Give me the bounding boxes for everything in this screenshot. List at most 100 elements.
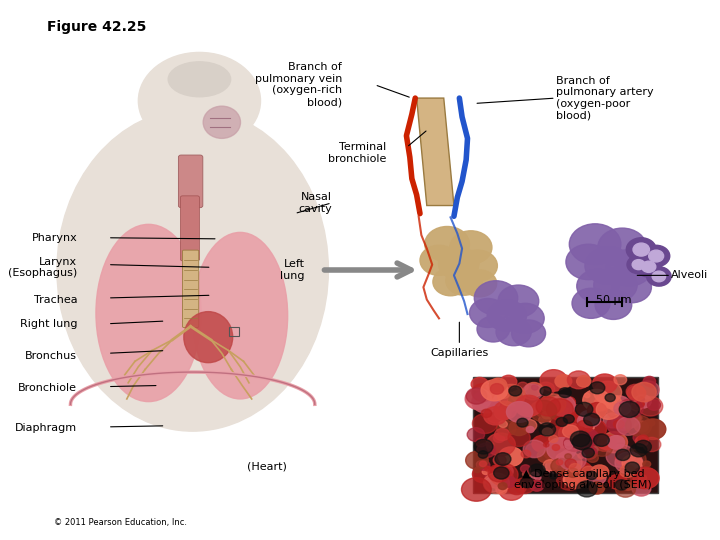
- Circle shape: [540, 394, 566, 414]
- Circle shape: [582, 420, 606, 439]
- Circle shape: [494, 467, 509, 479]
- Circle shape: [498, 389, 510, 399]
- Circle shape: [509, 406, 516, 410]
- Circle shape: [633, 468, 660, 489]
- Circle shape: [615, 452, 632, 465]
- Circle shape: [477, 316, 510, 342]
- Circle shape: [590, 482, 605, 494]
- Circle shape: [618, 399, 643, 418]
- Circle shape: [486, 433, 516, 456]
- Circle shape: [564, 435, 585, 451]
- Circle shape: [469, 299, 506, 327]
- Circle shape: [472, 465, 495, 483]
- Circle shape: [463, 270, 497, 297]
- Circle shape: [634, 421, 648, 432]
- Circle shape: [557, 413, 584, 434]
- Circle shape: [474, 468, 480, 472]
- Circle shape: [438, 247, 479, 280]
- Circle shape: [602, 402, 610, 409]
- Circle shape: [546, 399, 573, 420]
- Circle shape: [564, 454, 572, 459]
- Text: Diaphragm: Diaphragm: [15, 423, 77, 434]
- Text: Bronchiole: Bronchiole: [18, 383, 77, 393]
- Circle shape: [640, 419, 666, 440]
- Circle shape: [490, 383, 503, 394]
- Circle shape: [559, 388, 571, 397]
- Circle shape: [496, 485, 507, 494]
- Circle shape: [588, 471, 606, 485]
- Circle shape: [549, 406, 577, 429]
- Circle shape: [594, 397, 611, 411]
- Circle shape: [584, 413, 600, 426]
- Circle shape: [635, 440, 652, 453]
- Circle shape: [607, 415, 631, 435]
- Circle shape: [634, 395, 652, 408]
- Circle shape: [498, 384, 526, 406]
- Circle shape: [495, 453, 511, 465]
- Circle shape: [499, 447, 523, 467]
- Circle shape: [539, 415, 551, 424]
- Circle shape: [465, 388, 492, 409]
- Circle shape: [565, 443, 572, 449]
- Circle shape: [487, 410, 505, 423]
- Circle shape: [517, 422, 525, 428]
- Circle shape: [614, 402, 631, 415]
- Circle shape: [615, 452, 643, 474]
- Circle shape: [619, 453, 628, 460]
- Circle shape: [643, 437, 661, 451]
- Circle shape: [643, 245, 670, 267]
- Circle shape: [466, 388, 493, 410]
- Circle shape: [477, 461, 485, 468]
- Circle shape: [598, 228, 647, 267]
- Circle shape: [566, 471, 587, 488]
- Circle shape: [577, 420, 593, 433]
- Circle shape: [474, 439, 493, 454]
- Circle shape: [564, 441, 571, 446]
- Circle shape: [596, 400, 621, 420]
- Circle shape: [575, 442, 581, 448]
- Circle shape: [485, 467, 513, 489]
- Circle shape: [569, 404, 590, 422]
- Circle shape: [585, 448, 593, 454]
- Circle shape: [601, 432, 628, 453]
- Circle shape: [613, 420, 624, 428]
- Circle shape: [614, 375, 626, 384]
- Circle shape: [556, 400, 577, 416]
- Circle shape: [478, 451, 487, 458]
- Circle shape: [521, 477, 534, 488]
- Circle shape: [477, 460, 490, 470]
- Circle shape: [511, 390, 525, 402]
- Circle shape: [546, 458, 564, 474]
- Circle shape: [554, 456, 567, 467]
- Circle shape: [557, 470, 582, 490]
- Circle shape: [612, 411, 636, 430]
- Circle shape: [613, 443, 626, 453]
- Circle shape: [559, 423, 585, 444]
- Circle shape: [544, 443, 549, 447]
- Circle shape: [595, 291, 631, 320]
- Circle shape: [496, 318, 531, 346]
- Circle shape: [544, 396, 553, 404]
- Circle shape: [509, 420, 529, 436]
- Circle shape: [585, 413, 598, 424]
- Circle shape: [636, 401, 644, 407]
- Circle shape: [619, 401, 639, 417]
- Circle shape: [497, 421, 516, 436]
- Circle shape: [636, 415, 642, 421]
- Circle shape: [633, 243, 649, 256]
- Circle shape: [549, 426, 577, 448]
- Circle shape: [482, 469, 489, 475]
- Circle shape: [582, 389, 611, 411]
- Circle shape: [539, 423, 556, 436]
- Circle shape: [652, 271, 665, 282]
- Circle shape: [591, 465, 608, 479]
- FancyBboxPatch shape: [181, 196, 199, 261]
- Circle shape: [556, 417, 567, 427]
- Polygon shape: [417, 98, 454, 206]
- Circle shape: [508, 480, 526, 495]
- Circle shape: [642, 261, 656, 272]
- Ellipse shape: [193, 232, 288, 399]
- Circle shape: [579, 410, 600, 428]
- Circle shape: [499, 481, 523, 500]
- Ellipse shape: [96, 224, 201, 402]
